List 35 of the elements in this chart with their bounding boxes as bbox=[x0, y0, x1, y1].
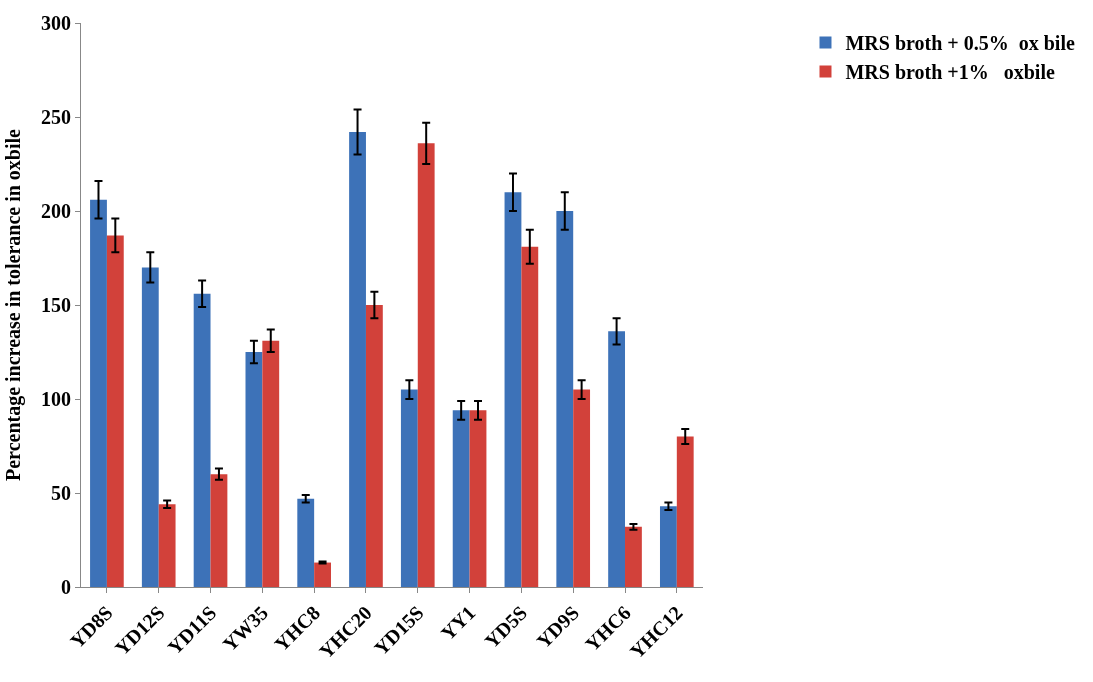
bar bbox=[365, 305, 383, 587]
bar bbox=[210, 474, 228, 587]
y-tick-label: 0 bbox=[61, 576, 71, 598]
bar bbox=[90, 199, 107, 587]
bar bbox=[676, 436, 694, 587]
bar bbox=[417, 143, 435, 587]
y-tick-label: 100 bbox=[41, 388, 71, 410]
bar bbox=[193, 293, 211, 587]
y-axis-title: Percentage increase in tolerance in oxbile bbox=[1, 128, 25, 481]
bar bbox=[469, 410, 487, 587]
x-tick-label: YY1 bbox=[436, 601, 480, 645]
bar bbox=[573, 389, 591, 587]
bar bbox=[314, 562, 331, 587]
bar bbox=[521, 246, 539, 587]
bar bbox=[158, 504, 176, 587]
bar bbox=[625, 526, 642, 587]
y-tick-label: 200 bbox=[41, 200, 71, 222]
y-tick-label: 300 bbox=[41, 12, 71, 34]
y-tick-label: 150 bbox=[41, 294, 71, 316]
legend-label: MRS broth +1% oxbile bbox=[845, 61, 1055, 84]
bar bbox=[504, 192, 522, 587]
bar bbox=[245, 352, 263, 587]
bar bbox=[400, 389, 418, 587]
bar bbox=[141, 267, 159, 587]
bar bbox=[106, 235, 124, 587]
bar bbox=[659, 506, 677, 587]
bar bbox=[452, 410, 470, 587]
bar bbox=[297, 498, 315, 587]
y-tick-label: 50 bbox=[51, 482, 71, 504]
y-tick-label: 250 bbox=[41, 106, 71, 128]
legend-label: MRS broth + 0.5% ox bile bbox=[845, 32, 1075, 55]
bar bbox=[262, 340, 280, 587]
bar bbox=[556, 211, 574, 587]
bar bbox=[349, 132, 366, 587]
bar bbox=[608, 331, 626, 587]
